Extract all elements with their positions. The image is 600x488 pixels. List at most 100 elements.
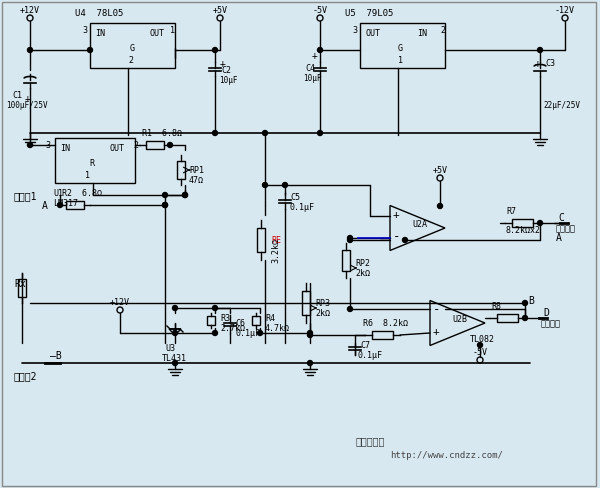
Text: -5V: -5V (473, 348, 487, 357)
Text: 3.2kΩ: 3.2kΩ (271, 238, 280, 263)
Circle shape (257, 331, 263, 336)
Text: 电子电路网: 电子电路网 (355, 435, 385, 445)
Text: 0.1μF: 0.1μF (290, 203, 315, 212)
Text: 万用表笔: 万用表笔 (556, 224, 576, 233)
Text: +: + (25, 94, 31, 104)
Text: -: - (433, 303, 440, 316)
Text: C2: C2 (221, 66, 231, 75)
Circle shape (212, 306, 218, 311)
Circle shape (163, 203, 167, 208)
Text: Rx: Rx (14, 279, 26, 288)
Text: A: A (42, 201, 48, 210)
Circle shape (263, 183, 268, 188)
Text: U3: U3 (165, 344, 175, 353)
Text: +12V: +12V (20, 6, 40, 16)
Text: 8.2kΩx2: 8.2kΩx2 (506, 226, 541, 235)
Circle shape (317, 48, 323, 53)
Text: 0.1μF: 0.1μF (357, 351, 382, 360)
Circle shape (308, 361, 313, 366)
Text: A: A (556, 232, 562, 243)
Text: C3: C3 (545, 60, 555, 68)
Text: -12V: -12V (555, 6, 575, 16)
Text: 47Ω: 47Ω (189, 176, 204, 185)
Text: R8: R8 (491, 302, 501, 311)
Bar (207, 316, 215, 325)
Text: IN: IN (417, 29, 427, 39)
Circle shape (317, 16, 323, 22)
Circle shape (562, 16, 568, 22)
Circle shape (523, 301, 527, 306)
Text: C5: C5 (290, 193, 300, 202)
Bar (18, 280, 26, 297)
Circle shape (212, 131, 218, 136)
Text: R3: R3 (220, 314, 230, 323)
Text: RP3: RP3 (315, 299, 330, 308)
Text: 3: 3 (352, 26, 357, 36)
Text: 22μF/25V: 22μF/25V (543, 102, 580, 110)
Text: OUT: OUT (150, 29, 165, 39)
Text: +: + (433, 326, 440, 336)
Text: -: - (393, 230, 401, 243)
Text: 万用表笔: 万用表笔 (541, 319, 561, 328)
Text: TL431: TL431 (162, 354, 187, 363)
Circle shape (28, 143, 32, 148)
Text: 100μF/25V: 100μF/25V (6, 102, 47, 110)
Text: +5V: +5V (212, 6, 227, 16)
Text: 4.7kΩ: 4.7kΩ (265, 324, 290, 333)
Text: R6  8.2kΩ: R6 8.2kΩ (363, 319, 408, 328)
Text: TL082: TL082 (470, 335, 495, 344)
Bar (342, 250, 350, 271)
Text: 1: 1 (85, 171, 90, 180)
Circle shape (182, 193, 187, 198)
Text: +: + (220, 59, 226, 69)
Text: 3: 3 (82, 26, 87, 36)
Circle shape (347, 236, 353, 241)
Circle shape (308, 333, 313, 338)
Circle shape (538, 221, 542, 226)
Circle shape (437, 204, 443, 209)
Text: RE: RE (271, 236, 281, 245)
Text: 2kΩ: 2kΩ (355, 269, 370, 278)
Circle shape (163, 203, 167, 208)
Bar (302, 291, 310, 315)
Circle shape (88, 48, 92, 53)
Text: OUT: OUT (365, 29, 380, 39)
Text: G: G (130, 44, 135, 53)
Text: 10μF: 10μF (303, 74, 322, 83)
Text: 2kΩ: 2kΩ (315, 309, 330, 318)
Circle shape (403, 238, 407, 243)
Circle shape (478, 343, 482, 348)
Text: OUT: OUT (110, 144, 125, 153)
Text: U1: U1 (53, 189, 63, 198)
Bar (372, 331, 393, 339)
Bar (90, 24, 175, 69)
Text: R7: R7 (506, 207, 516, 216)
Circle shape (173, 361, 178, 366)
Text: 2: 2 (440, 26, 445, 36)
Circle shape (212, 331, 218, 336)
Circle shape (477, 357, 483, 363)
Text: C1: C1 (12, 91, 22, 101)
Text: 测试筱1: 测试筱1 (14, 191, 37, 201)
Text: C: C (558, 213, 564, 223)
Text: +: + (393, 209, 400, 220)
Circle shape (212, 48, 218, 53)
Circle shape (163, 193, 167, 198)
Text: -5V: -5V (313, 6, 328, 16)
Bar (512, 220, 533, 227)
Text: RP2: RP2 (355, 259, 370, 268)
Text: IN: IN (60, 144, 70, 153)
Text: +: + (312, 51, 318, 61)
Text: U4  78L05: U4 78L05 (75, 9, 124, 19)
Bar (257, 228, 265, 252)
Text: +12V: +12V (110, 298, 130, 307)
Text: B: B (528, 295, 534, 305)
Circle shape (283, 183, 287, 188)
Text: +5V: +5V (433, 166, 448, 175)
Text: U2A: U2A (413, 220, 428, 229)
Text: 0.1μF: 0.1μF (235, 329, 260, 338)
Circle shape (173, 306, 178, 311)
Bar (146, 142, 164, 150)
Bar (252, 316, 260, 325)
Bar (66, 202, 84, 209)
